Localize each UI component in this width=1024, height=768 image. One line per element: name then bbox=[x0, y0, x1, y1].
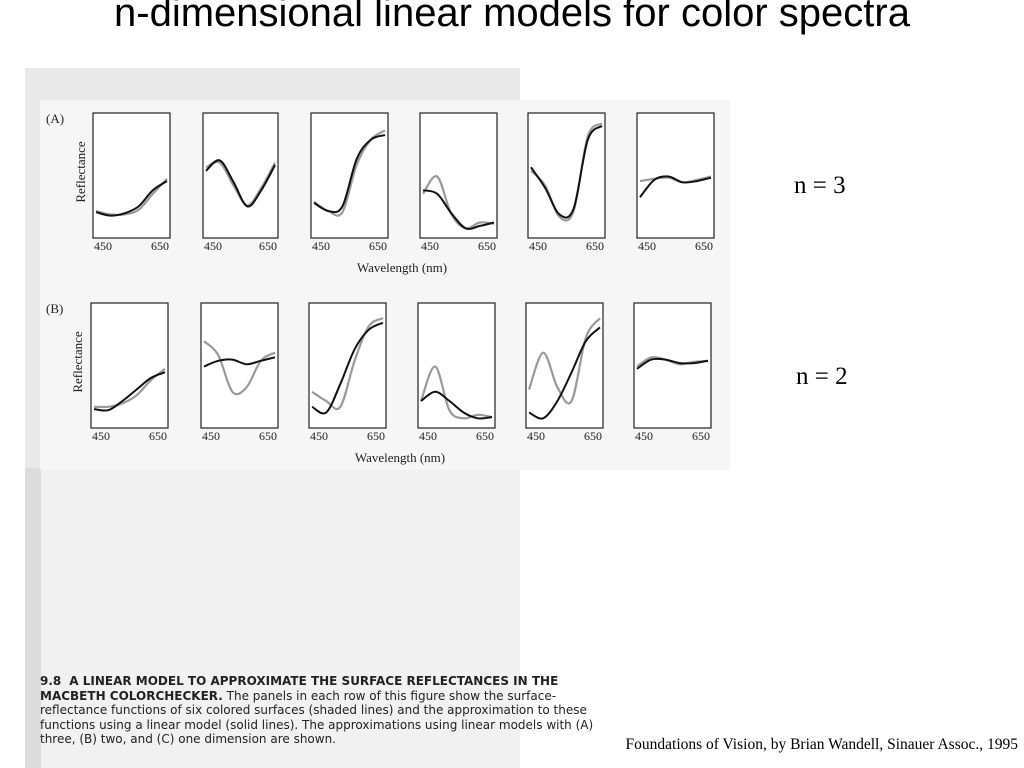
caption-number: 9.8 bbox=[40, 674, 62, 688]
model-curve bbox=[639, 175, 712, 198]
tick-label-650: 650 bbox=[259, 429, 277, 443]
panel-frame bbox=[525, 302, 604, 429]
row-a-label: (A) bbox=[46, 111, 64, 126]
tick-label-650: 650 bbox=[478, 239, 496, 253]
tick-label-450: 450 bbox=[310, 429, 328, 443]
tick-label-650: 650 bbox=[259, 239, 277, 253]
panel-frame bbox=[527, 112, 606, 239]
measured-curve bbox=[422, 175, 495, 230]
reflectance-panel: 450 650 bbox=[636, 112, 715, 253]
panel-frame bbox=[417, 302, 496, 429]
reflectance-panel: 450 650 bbox=[633, 302, 712, 443]
measured-curve bbox=[95, 178, 168, 217]
tick-label-450: 450 bbox=[312, 239, 330, 253]
model-curve bbox=[95, 180, 168, 217]
tick-label-650: 650 bbox=[692, 429, 710, 443]
n2-label: n = 2 bbox=[796, 363, 848, 390]
model-curve bbox=[203, 356, 276, 368]
source-credit: Foundations of Vision, by Brian Wandell,… bbox=[625, 736, 1018, 753]
measured-curve bbox=[530, 122, 603, 222]
tick-label-650: 650 bbox=[149, 429, 167, 443]
tick-label-450: 450 bbox=[204, 239, 222, 253]
tick-label-450: 450 bbox=[92, 429, 110, 443]
row-b-ylabel: Reflectance bbox=[70, 331, 85, 393]
n3-label: n = 3 bbox=[794, 172, 846, 199]
tick-label-650: 650 bbox=[369, 239, 387, 253]
reflectance-panel: 450 650 bbox=[417, 302, 496, 443]
tick-label-650: 650 bbox=[586, 239, 604, 253]
slide-title: n-dimensional linear models for color sp… bbox=[114, 0, 910, 35]
row-b: (B) Reflectance Wavelength (nm) 450 650 45… bbox=[46, 301, 712, 465]
model-curve bbox=[530, 125, 603, 219]
reflectance-panel: 450 650 bbox=[202, 112, 279, 253]
model-curve bbox=[311, 321, 384, 415]
tick-label-450: 450 bbox=[635, 429, 653, 443]
caption-heading: A LINEAR MODEL TO APPROXIMATE THE SURFAC… bbox=[40, 674, 559, 703]
panel-frame bbox=[310, 112, 389, 239]
panel-frame bbox=[419, 112, 498, 239]
tick-label-450: 450 bbox=[202, 429, 220, 443]
caption-body: The panels in each row of this figure sh… bbox=[40, 688, 594, 747]
model-curve bbox=[205, 159, 276, 208]
reflectance-panel: 450 650 bbox=[527, 112, 606, 253]
tick-label-450: 450 bbox=[638, 239, 656, 253]
measured-curve bbox=[527, 317, 601, 405]
model-curve bbox=[528, 326, 601, 420]
reflectance-panel: 450 650 bbox=[308, 302, 387, 443]
row-a-xlabel: Wavelength (nm) bbox=[357, 260, 447, 275]
model-curve bbox=[636, 357, 709, 370]
tick-label-450: 450 bbox=[419, 429, 437, 443]
reflectance-panel: 450 650 bbox=[92, 112, 171, 253]
tick-label-650: 650 bbox=[584, 429, 602, 443]
reflectance-panel: 450 650 bbox=[525, 302, 604, 443]
reflectance-panel: 450 650 bbox=[419, 112, 498, 253]
model-curve bbox=[93, 371, 166, 412]
panel-frame bbox=[90, 302, 169, 429]
panel-frame bbox=[92, 112, 171, 239]
tick-label-450: 450 bbox=[529, 239, 547, 253]
tick-label-650: 650 bbox=[367, 429, 385, 443]
model-curve bbox=[313, 134, 386, 214]
reflectance-panel: 450 650 bbox=[310, 112, 389, 253]
panel-frame bbox=[636, 112, 715, 239]
tick-label-450: 450 bbox=[527, 429, 545, 443]
tick-label-650: 650 bbox=[476, 429, 494, 443]
panel-frame bbox=[202, 112, 279, 239]
reflectance-panel: 450 650 bbox=[90, 302, 169, 443]
model-curve bbox=[420, 390, 493, 420]
measured-curve bbox=[419, 365, 493, 420]
row-a: (A) Reflectance Wavelength (nm) 450 650 45… bbox=[46, 111, 715, 275]
scan-edge-shadow bbox=[25, 468, 41, 768]
measured-curve bbox=[93, 367, 166, 409]
row-b-xlabel: Wavelength (nm) bbox=[355, 450, 445, 465]
tick-label-650: 650 bbox=[151, 239, 169, 253]
tick-label-450: 450 bbox=[94, 239, 112, 253]
row-a-ylabel: Reflectance bbox=[73, 141, 88, 203]
panel-frame bbox=[633, 302, 712, 429]
reflectance-panel: 450 650 bbox=[200, 302, 279, 443]
panel-frame bbox=[200, 302, 279, 429]
measured-curve bbox=[311, 317, 384, 411]
row-b-label: (B) bbox=[46, 301, 63, 316]
figure-caption: 9.8 A LINEAR MODEL TO APPROXIMATE THE SUR… bbox=[40, 674, 600, 747]
model-curve bbox=[422, 189, 495, 230]
tick-label-450: 450 bbox=[421, 239, 439, 253]
tick-label-650: 650 bbox=[695, 239, 713, 253]
